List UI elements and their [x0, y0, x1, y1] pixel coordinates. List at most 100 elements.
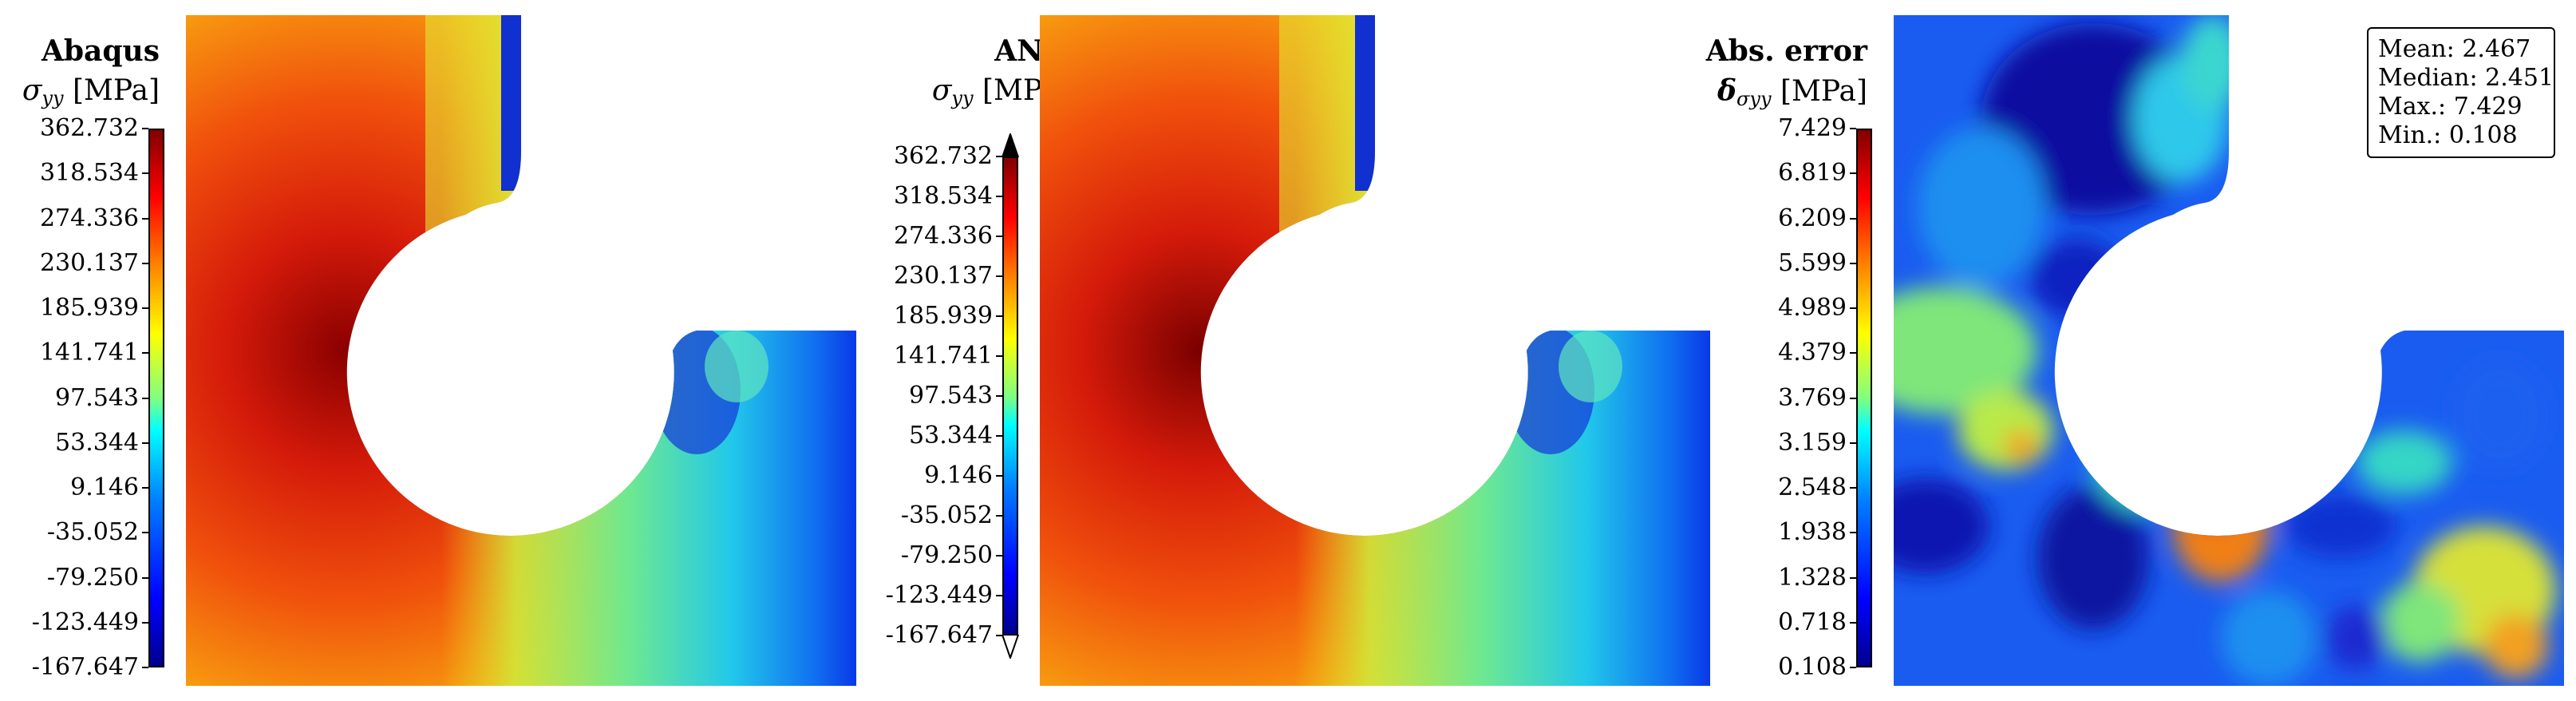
- stat-value: 2.451: [2485, 64, 2554, 92]
- quantity-symbol: σ: [22, 74, 42, 107]
- stat-label: Min.:: [2378, 121, 2442, 149]
- panel-title: Abs. error: [1705, 34, 1867, 68]
- quantity-subscript: yy: [41, 87, 64, 109]
- colorbar-tick-mark: [996, 196, 1002, 197]
- colorbar-tick-mark: [1850, 397, 1856, 399]
- colorbar-tick-mark: [1850, 487, 1856, 489]
- stats-row-median: Median: 2.451: [2378, 64, 2554, 93]
- colorbar-tick-mark: [996, 395, 1002, 397]
- colorbar-tick-mark: [996, 315, 1002, 317]
- colorbar-extend-min: [1001, 635, 1020, 659]
- colorbar-tick-label: 6.209: [1778, 204, 1847, 232]
- stat-value: 0.108: [2448, 121, 2518, 149]
- colorbar-tick-mark: [142, 397, 148, 399]
- colorbar-tick-mark: [1850, 172, 1856, 175]
- colorbar-tick-mark: [142, 487, 148, 489]
- colorbar-tick-mark: [996, 275, 1002, 277]
- stress-field-abaqus: [186, 15, 856, 686]
- colorbar-tick-label: 318.534: [893, 182, 993, 210]
- stats-row-min: Min.: 0.108: [2378, 121, 2544, 150]
- colorbar-tick-label: 362.732: [39, 114, 139, 142]
- colorbar-tick-label: -123.449: [885, 581, 993, 609]
- quantity-label: δσyy [MPa]: [1717, 73, 1867, 117]
- colorbar-tick-label: -35.052: [46, 518, 139, 547]
- quantity-subscript: σyy: [1736, 88, 1772, 110]
- colorbar-gradient: [1002, 156, 1018, 636]
- colorbar-tick-mark: [1850, 576, 1856, 579]
- colorbar-tick-mark: [1850, 307, 1856, 309]
- colorbar-tick-label: 1.328: [1778, 563, 1847, 592]
- colorbar-tick-mark: [996, 475, 1002, 477]
- panel-abs-error: Abs. error δσyy [MPa] 7.429 6.819 6.209 5.5…: [1705, 0, 2576, 701]
- colorbar-tick-label: 9.146: [924, 461, 993, 489]
- stat-value: 2.467: [2462, 35, 2531, 63]
- colorbar-tick-label: 97.543: [909, 382, 993, 410]
- stat-label: Max.:: [2378, 93, 2447, 121]
- stat-value: 7.429: [2453, 93, 2523, 121]
- colorbar-tick-mark: [1850, 621, 1856, 624]
- colorbar-tick-label: 185.939: [39, 294, 139, 322]
- quantity-symbol: σ: [931, 74, 952, 107]
- colorbar-tick-label: 2.548: [1778, 473, 1847, 501]
- colorbar-tick-label: 3.769: [1778, 383, 1847, 412]
- colorbar-tick-label: 9.146: [70, 473, 139, 501]
- colorbar-tick-mark: [142, 576, 148, 579]
- colorbar-tick-mark: [142, 128, 148, 129]
- colorbar-tick-mark: [996, 156, 1002, 157]
- colorbar-tick-mark: [1850, 128, 1856, 129]
- colorbar-tick-mark: [996, 635, 1002, 636]
- colorbar-tick-mark: [142, 621, 148, 624]
- colorbar-tick-mark: [996, 355, 1002, 357]
- colorbar-tick-label: 97.543: [55, 383, 139, 412]
- colorbar-tick-label: 362.732: [893, 142, 993, 170]
- colorbar-tick-mark: [1850, 442, 1856, 444]
- colorbar-tick-label: 230.137: [893, 262, 993, 290]
- colorbar-tick-label: 274.336: [39, 204, 139, 232]
- colorbar-tick-label: -35.052: [900, 501, 993, 529]
- colorbar-tick-label: -167.647: [885, 621, 993, 649]
- colorbar-tick-label: 141.741: [893, 342, 993, 370]
- colorbar-tick-mark: [142, 532, 148, 534]
- colorbar-tick-label: -79.250: [900, 541, 993, 569]
- colorbar-tick-mark: [142, 262, 148, 264]
- quantity-symbol: δ: [1717, 74, 1737, 108]
- colorbar-tick-mark: [142, 442, 148, 444]
- colorbar-gradient: [1856, 129, 1872, 667]
- colorbar-tick-label: 0.108: [1778, 653, 1847, 681]
- colorbar-tick-label: 6.819: [1778, 159, 1847, 188]
- stat-label: Mean:: [2378, 35, 2455, 63]
- colorbar-tick-label: 318.534: [39, 159, 139, 188]
- colorbar-tick-label: -79.250: [46, 563, 139, 592]
- colorbar-tick-label: 185.939: [893, 302, 993, 330]
- stress-field-ann: [1040, 15, 1710, 686]
- colorbar-tick-mark: [996, 555, 1002, 556]
- colorbar-tick-label: 141.741: [39, 339, 139, 367]
- colorbar-tick-mark: [142, 217, 148, 220]
- colorbar-tick-mark: [1850, 217, 1856, 220]
- colorbar-tick-mark: [142, 307, 148, 309]
- quantity-unit: [MPa]: [72, 74, 160, 107]
- colorbar-tick-label: 5.599: [1778, 248, 1847, 277]
- colorbar-tick-mark: [996, 595, 1002, 596]
- colorbar-tick-mark: [142, 667, 148, 668]
- colorbar-tick-label: -167.647: [31, 653, 139, 681]
- stats-box: Mean: 2.467 Median: 2.451 Max.: 7.429 Mi…: [2367, 27, 2555, 158]
- colorbar-tick-mark: [996, 515, 1002, 517]
- colorbar-tick-label: 7.429: [1778, 114, 1847, 142]
- panel-abaqus: Abaqus σyy [MPa] 362.732 318.534 274.336 23…: [0, 0, 856, 701]
- colorbar-tick-label: 230.137: [39, 248, 139, 277]
- colorbar-tick-label: 3.159: [1778, 428, 1847, 457]
- quantity-unit: [MPa]: [1780, 75, 1867, 108]
- colorbar-tick-label: 4.989: [1778, 294, 1847, 322]
- colorbar-tick-label: 1.938: [1778, 518, 1847, 547]
- colorbar-tick-mark: [996, 236, 1002, 237]
- colorbar-tick-mark: [1850, 667, 1856, 668]
- colorbar-tick-mark: [142, 352, 148, 354]
- colorbar-tick-mark: [996, 435, 1002, 437]
- panel-ann: ANN σyy [MPa] 362.732 318.534 274.336 230.1…: [854, 0, 1710, 701]
- colorbar-tick-label: 53.344: [55, 428, 139, 457]
- colorbar-tick-mark: [142, 172, 148, 175]
- colorbar-tick-label: 4.379: [1778, 339, 1847, 367]
- stats-row-mean: Mean: 2.467: [2378, 35, 2544, 64]
